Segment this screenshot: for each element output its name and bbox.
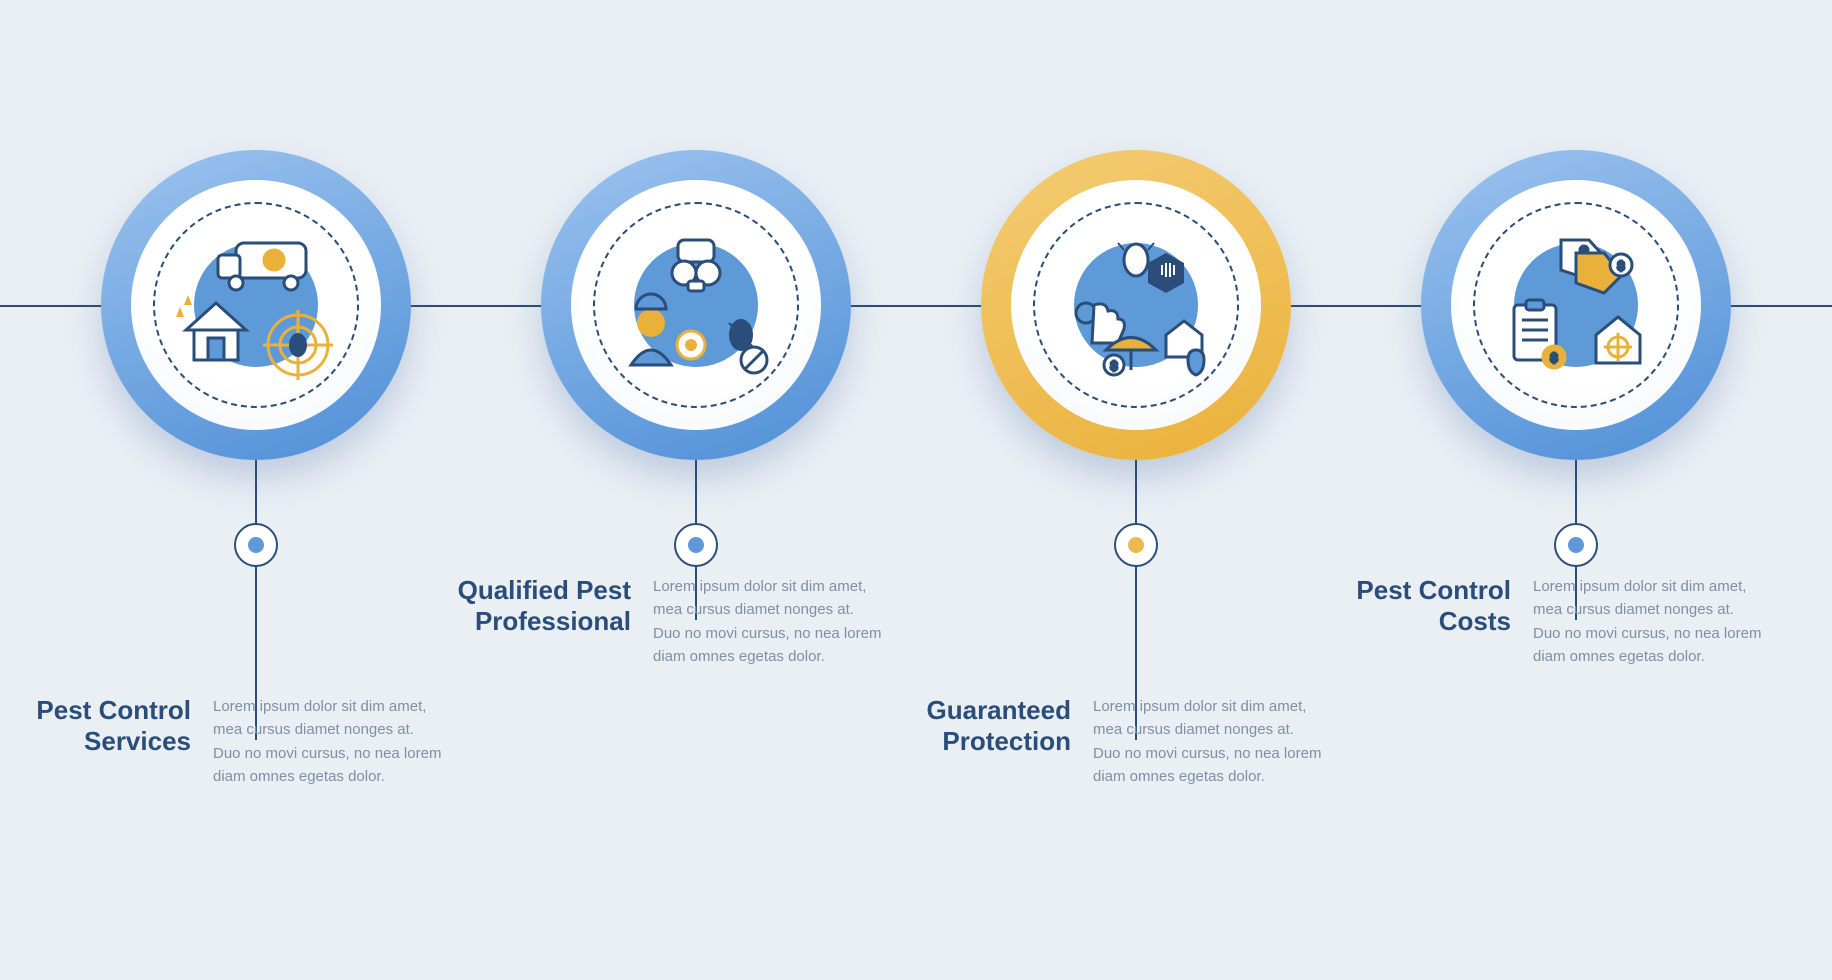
svg-text:$: $ [1111, 359, 1118, 373]
text-costs: Pest Control Costs Lorem ipsum dolor sit… [1331, 575, 1763, 668]
svg-text:$: $ [1551, 351, 1558, 365]
protection-icon: $ [1031, 200, 1241, 410]
professional-icon [591, 200, 801, 410]
svg-text:$: $ [1618, 259, 1625, 273]
item-costs: $ $ [1421, 150, 1731, 460]
connector-dot [674, 523, 718, 567]
circle-professional [541, 150, 851, 460]
item-professional: Qualified Pest Professional Lorem ipsum … [541, 150, 851, 460]
dot-inner [688, 537, 704, 553]
desc-protection: Lorem ipsum dolor sit dim amet, mea curs… [1093, 695, 1323, 788]
title-protection: Guaranteed Protection [891, 695, 1071, 788]
item-protection: $ Guaranteed Protection Lorem ipsum dolo… [981, 150, 1291, 460]
text-professional: Qualified Pest Professional Lorem ipsum … [451, 575, 883, 668]
desc-services: Lorem ipsum dolor sit dim amet, mea curs… [213, 695, 443, 788]
text-services: Pest Control Services Lorem ipsum dolor … [11, 695, 443, 788]
circle-protection: $ [981, 150, 1291, 460]
desc-costs: Lorem ipsum dolor sit dim amet, mea curs… [1533, 575, 1763, 668]
costs-icon: $ $ [1471, 200, 1681, 410]
dot-inner [248, 537, 264, 553]
connector-dot [1554, 523, 1598, 567]
item-services: Pest Control Services Lorem ipsum dolor … [101, 150, 411, 460]
text-protection: Guaranteed Protection Lorem ipsum dolor … [891, 695, 1323, 788]
title-services: Pest Control Services [11, 695, 191, 788]
connector-dot [1114, 523, 1158, 567]
title-professional: Qualified Pest Professional [451, 575, 631, 668]
title-costs: Pest Control Costs [1331, 575, 1511, 668]
dot-inner [1128, 537, 1144, 553]
dot-inner [1568, 537, 1584, 553]
circle-costs: $ $ [1421, 150, 1731, 460]
connector-dot [234, 523, 278, 567]
desc-professional: Lorem ipsum dolor sit dim amet, mea curs… [653, 575, 883, 668]
services-icon [151, 200, 361, 410]
circle-services [101, 150, 411, 460]
infographic-items: Pest Control Services Lorem ipsum dolor … [0, 150, 1832, 460]
